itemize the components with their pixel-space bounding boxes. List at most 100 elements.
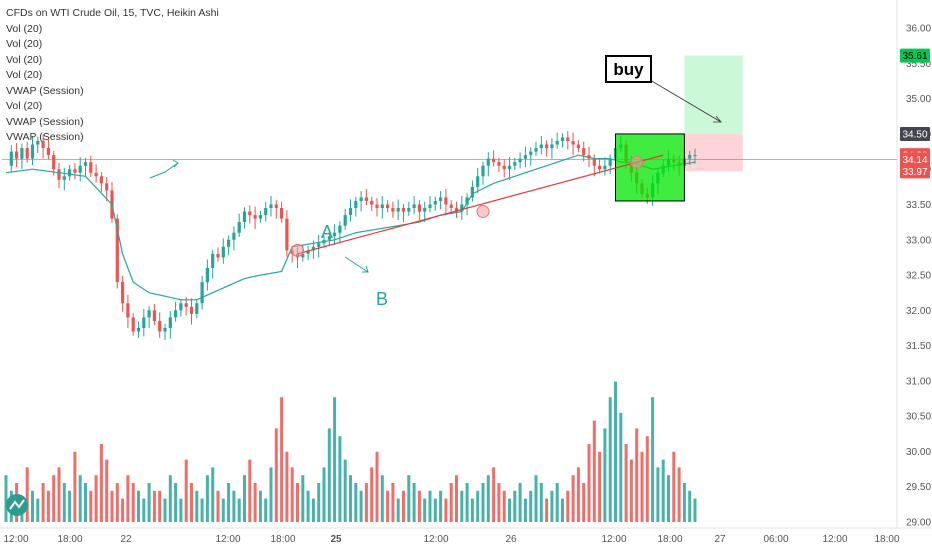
volume-bar (444, 498, 448, 522)
candle-body (205, 268, 209, 283)
volume-bar (89, 490, 93, 522)
candle-body (99, 176, 103, 184)
volume-bar (667, 475, 670, 522)
volume-bar (264, 498, 268, 522)
candle-body (534, 148, 538, 152)
touch-point-circle[interactable] (291, 243, 304, 257)
volume-bar (582, 483, 586, 522)
volume-bar (508, 498, 511, 522)
candle-body (57, 169, 61, 180)
volume-bar (439, 490, 443, 522)
candle-body (163, 327, 167, 332)
touch-point-circle[interactable] (476, 205, 490, 219)
volume-bar (534, 475, 538, 522)
candle-body (216, 253, 220, 258)
volume-bar (561, 498, 564, 522)
candle-body (423, 208, 427, 212)
volume-bar (36, 498, 40, 522)
indicator-vol-2[interactable]: Vol (20) (6, 38, 43, 50)
candle-body (248, 211, 252, 216)
candle-body (20, 148, 24, 159)
x-tick-label: 26 (505, 534, 517, 545)
touch-point-circle[interactable] (630, 155, 644, 169)
indicator-vol-4[interactable]: Vol (20) (6, 69, 43, 81)
volume-bar (513, 490, 517, 522)
candle-body (46, 148, 50, 156)
y-tick-label: 32.00 (906, 306, 931, 317)
candle-body (592, 158, 596, 166)
volume-bar (486, 475, 490, 522)
indicator-vol-1[interactable]: Vol (20) (6, 22, 43, 35)
volume-bar (354, 483, 358, 522)
volume-bar (635, 428, 639, 522)
candle-body (454, 208, 459, 212)
volume-bar (190, 483, 193, 522)
buy-arrow-line (649, 79, 722, 123)
x-tick-label: 12:00 (822, 534, 847, 545)
volume-bar (428, 490, 432, 522)
x-tick-label: 12:00 (3, 534, 28, 545)
candle-body (396, 208, 400, 212)
y-tick-label: 31.50 (906, 341, 931, 352)
volume-bar (656, 467, 660, 522)
candle-body (179, 303, 183, 311)
indicator-vwap-1[interactable]: VWAP (Session) (6, 84, 84, 97)
volume-bar (502, 490, 506, 522)
buy-box[interactable] (615, 133, 685, 202)
candle-body (333, 232, 337, 237)
candle-body (9, 151, 13, 166)
volume-bar (57, 467, 61, 522)
volume-bar (25, 467, 29, 522)
indicator-vol-3[interactable]: Vol (20) (6, 53, 43, 66)
candle-body (195, 303, 199, 314)
candle-body (68, 169, 72, 177)
volume-bar (338, 436, 342, 522)
candle-body (582, 148, 586, 156)
volume-bar (84, 483, 87, 522)
volume-bar (73, 451, 77, 522)
volume-bar (587, 444, 591, 522)
buy-label-box[interactable] (605, 55, 652, 83)
volume-bar (688, 490, 692, 522)
volume-bar (306, 490, 310, 522)
candle-body (428, 204, 432, 209)
candle-body (550, 144, 554, 149)
candle-body (253, 215, 257, 219)
candle-body (433, 200, 437, 205)
volume-bar (137, 490, 140, 522)
volume-bar (179, 498, 183, 522)
volume-bar (232, 490, 236, 522)
indicator-vol-5[interactable]: Vol (20) (6, 100, 43, 112)
candle-body (73, 169, 77, 173)
indicator-vwap-3[interactable]: VWAP (Session) (6, 131, 84, 143)
candle-body (470, 186, 474, 198)
target-zone[interactable] (684, 55, 743, 134)
candle-body (693, 155, 697, 157)
volume-bar (131, 483, 135, 522)
volume-bar (523, 498, 527, 522)
volume-bar (41, 483, 45, 522)
trend-line[interactable] (297, 154, 664, 255)
buy-arrow-head (713, 115, 722, 123)
volume-bar (99, 444, 103, 522)
volume-bar (417, 490, 421, 522)
volume-bar (126, 475, 130, 522)
y-tick-label: 32.50 (906, 271, 931, 282)
indicator-vwap-2[interactable]: VWAP (Session) (6, 115, 84, 128)
volume-bar (52, 475, 56, 522)
volume-bar (693, 498, 697, 522)
stop-zone[interactable] (684, 133, 743, 172)
candle-body (529, 151, 533, 156)
y-tick-label: 36.00 (906, 24, 931, 35)
volume-bar (598, 451, 602, 522)
candle-body (539, 144, 543, 149)
candle-body (317, 243, 321, 247)
candle-body (513, 162, 517, 166)
volume-bar (4, 475, 8, 522)
price-tag (900, 152, 930, 167)
candle-body (174, 310, 178, 318)
y-tick-label: 35.50 (906, 59, 931, 70)
volume-bar (290, 467, 294, 522)
x-tick-label: 12:00 (423, 534, 448, 545)
